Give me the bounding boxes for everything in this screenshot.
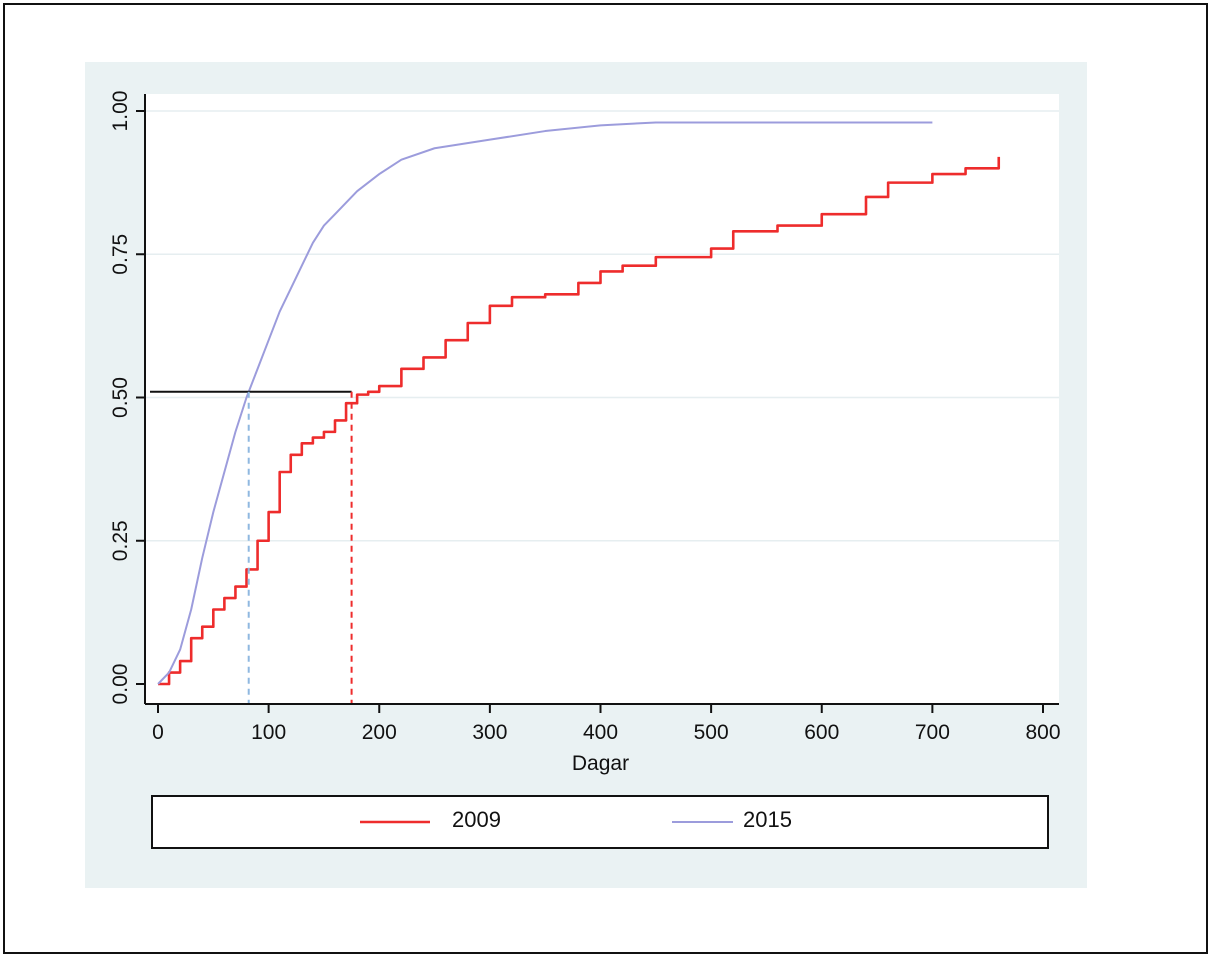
gridlines: [145, 110, 1059, 542]
axes: 0 100 200 300 400 500 600 700 800 0.00 0.25 0.50 0.7…: [109, 91, 1061, 775]
y-tick-label: 0.75: [109, 234, 132, 275]
x-tick-label: 800: [1025, 721, 1060, 744]
x-tick-label: 500: [694, 721, 729, 744]
legend-label-2015: 2015: [743, 807, 792, 832]
x-axis-title: Dagar: [572, 752, 629, 775]
y-tick-label: 1.00: [109, 91, 132, 132]
reference-lines: [150, 390, 353, 704]
y-tick-label: 0.50: [109, 377, 132, 418]
x-tick-label: 700: [915, 721, 950, 744]
x-tick-label: 100: [251, 721, 286, 744]
legend-box: [151, 795, 1049, 849]
x-tick-label: 300: [472, 721, 507, 744]
legend: 2009 2015: [151, 795, 1049, 849]
y-tick-label: 0.00: [109, 664, 132, 705]
x-tick-label: 400: [583, 721, 618, 744]
series-line-2009: [158, 156, 1001, 686]
y-tick-label: 0.25: [109, 520, 132, 561]
series-line-2015: [157, 121, 933, 685]
x-tick-label: 200: [362, 721, 397, 744]
x-tick-label: 600: [804, 721, 839, 744]
series-layer: [157, 121, 1001, 686]
plot-area: [145, 94, 1059, 704]
x-tick-label: 0: [152, 721, 164, 744]
legend-label-2009: 2009: [452, 807, 501, 832]
